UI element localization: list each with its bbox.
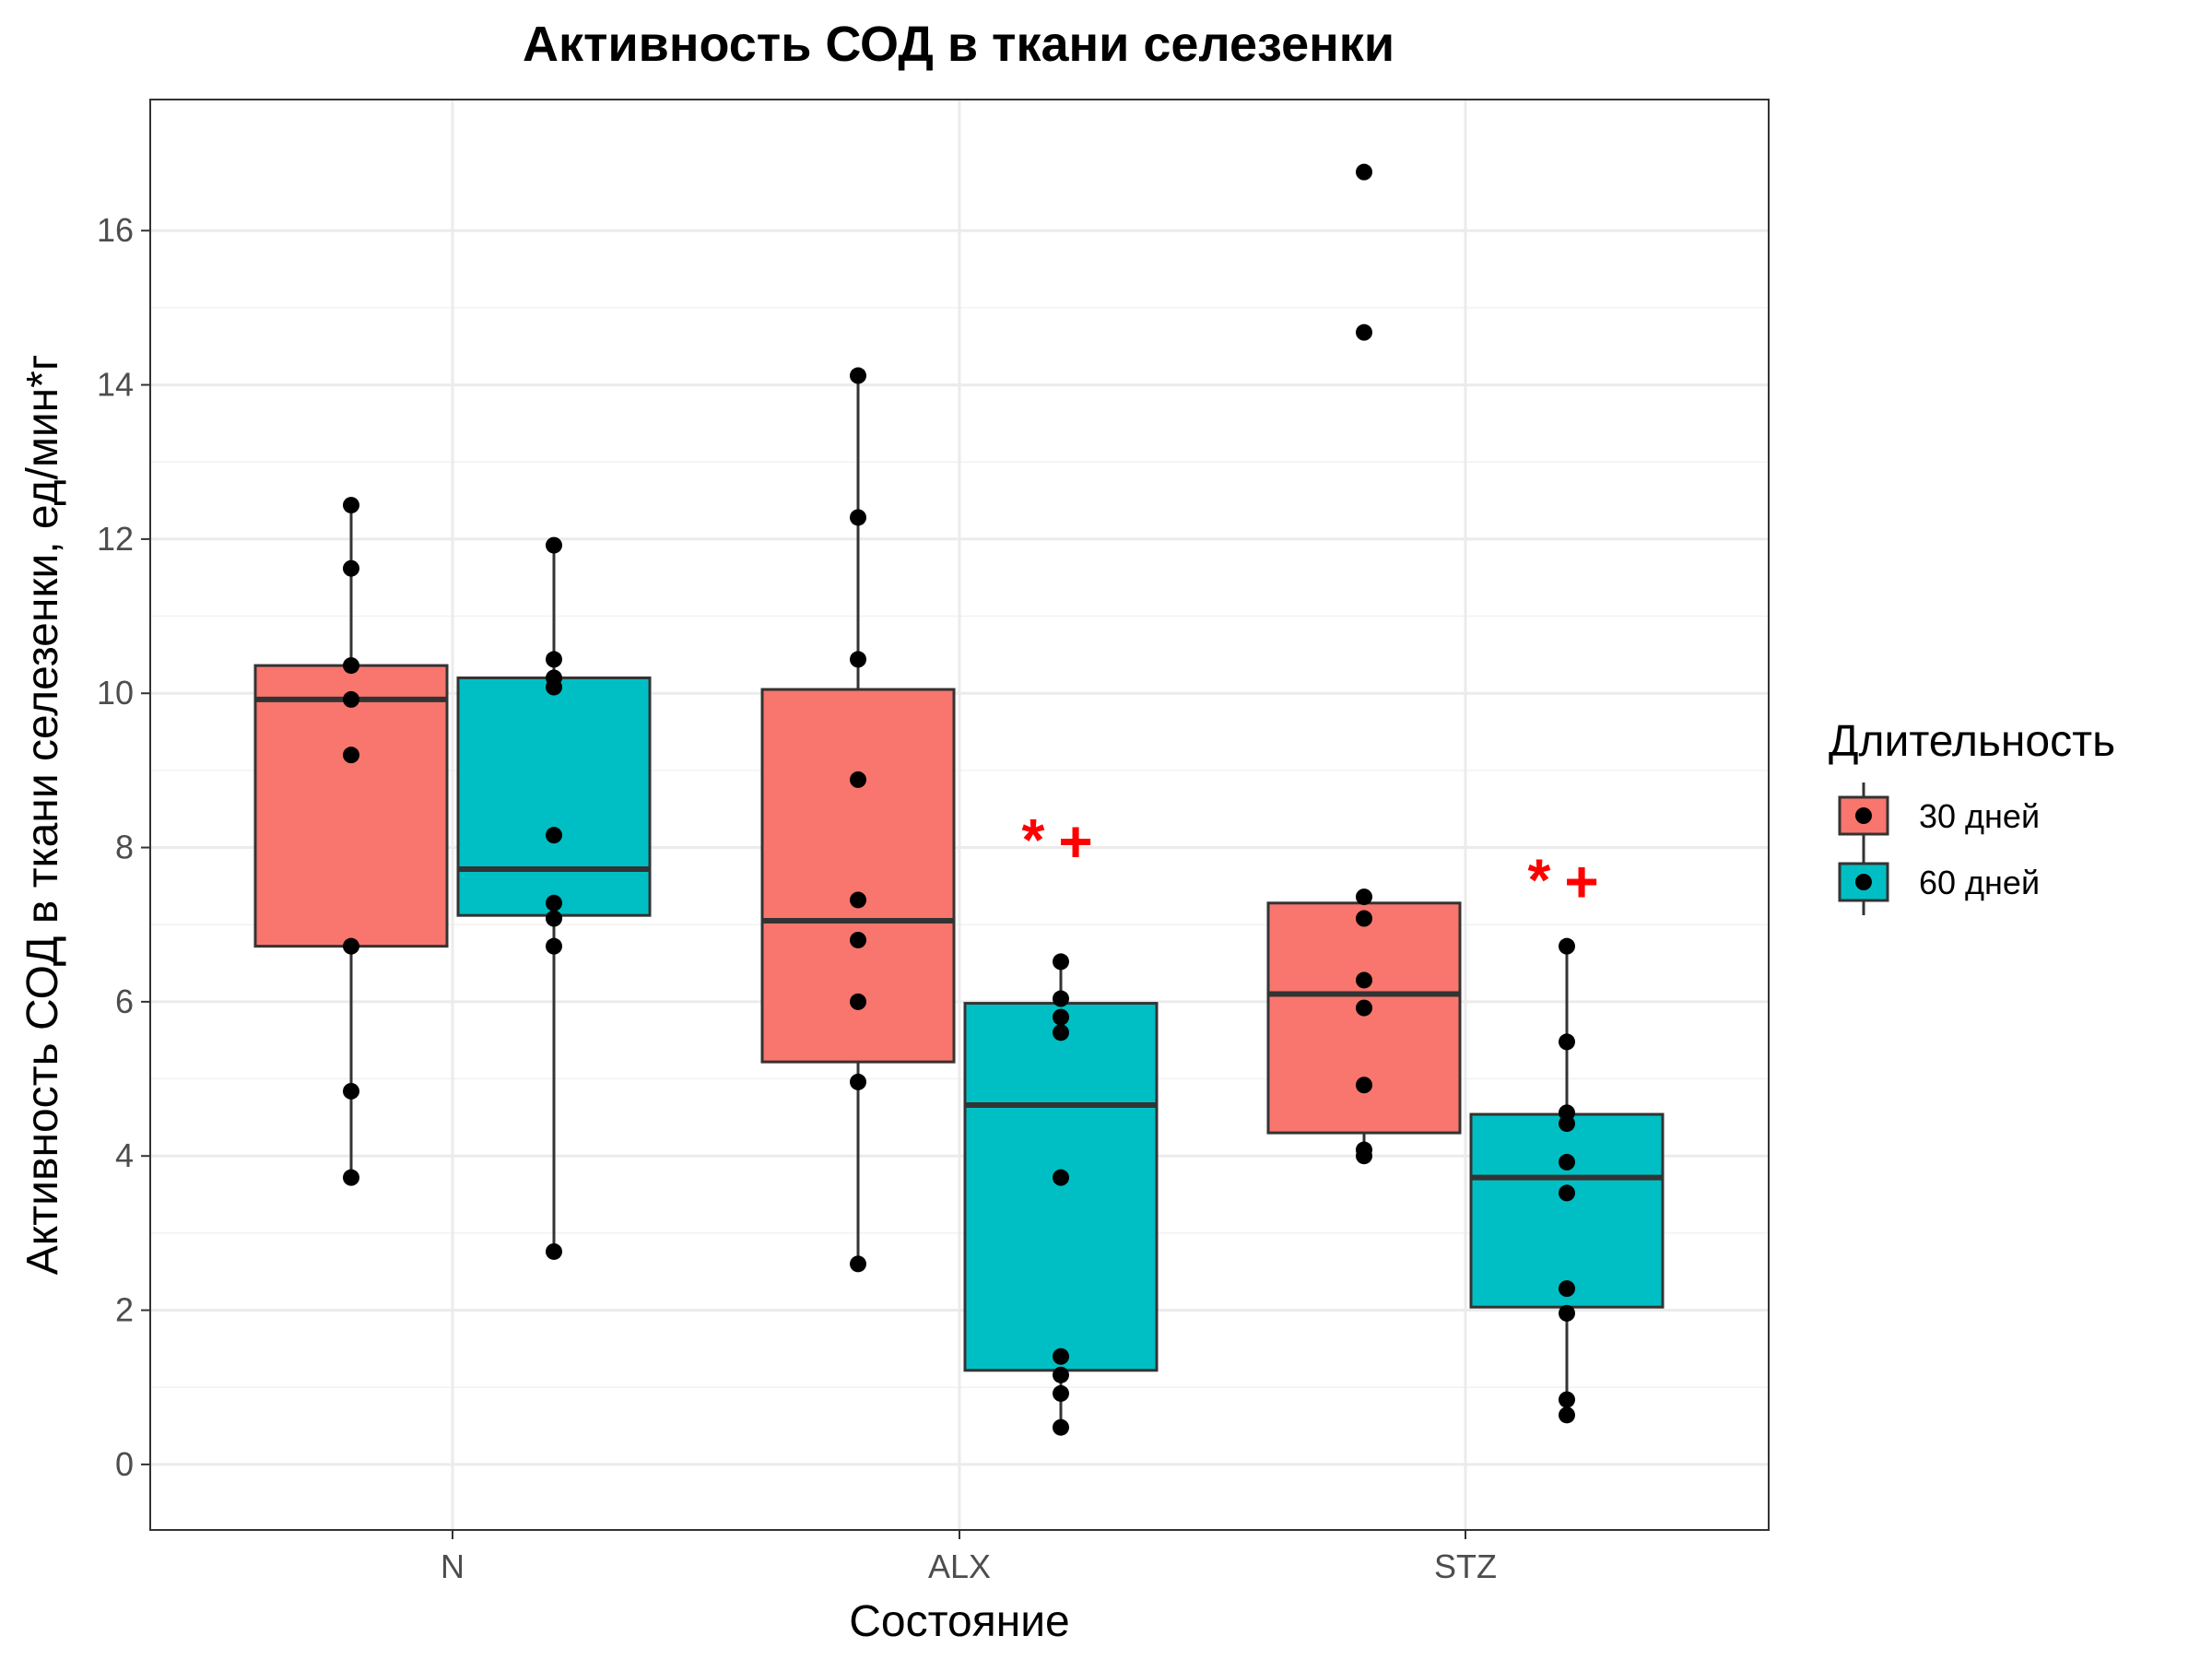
data-point <box>546 536 562 554</box>
data-point <box>1559 937 1575 955</box>
legend-item-30: 30 дней <box>1838 782 2040 849</box>
data-point <box>850 1073 866 1090</box>
data-point <box>1053 1169 1069 1186</box>
data-point <box>1356 910 1372 927</box>
data-point <box>546 651 562 668</box>
significance-plus: + <box>1564 848 1598 914</box>
data-point <box>1053 1008 1069 1026</box>
significance-annotations: * +* + <box>1022 806 1599 915</box>
y-tick-label: 4 <box>115 1136 134 1174</box>
box-ALX-30 <box>760 375 956 1265</box>
y-tick-label: 6 <box>115 982 134 1020</box>
data-point <box>850 891 866 909</box>
data-point <box>343 747 359 764</box>
box-N-60 <box>456 545 652 1252</box>
data-point <box>343 690 359 708</box>
data-point <box>546 937 562 955</box>
data-point <box>1356 1147 1372 1165</box>
box-iqr <box>456 676 652 917</box>
x-axis: N ALX STZ <box>441 1530 1497 1585</box>
significance-plus: + <box>1058 808 1092 875</box>
data-point <box>1356 999 1372 1017</box>
data-point <box>1559 1115 1575 1133</box>
data-point <box>1356 163 1372 181</box>
chart-title: Активность СОД в ткани селезенки <box>523 17 1394 72</box>
legend-items: 30 дней 60 дней <box>1838 782 2040 915</box>
data-point <box>1559 1391 1575 1408</box>
y-tick-label: 2 <box>115 1291 134 1329</box>
data-point <box>1053 1024 1069 1041</box>
y-tick-label: 0 <box>115 1445 134 1483</box>
data-point <box>1053 1347 1069 1365</box>
data-point <box>343 657 359 675</box>
y-tick-label: 10 <box>97 674 134 712</box>
y-tick-label: 14 <box>97 366 134 404</box>
data-point <box>850 771 866 788</box>
plot-area: * +* + <box>149 99 1770 1531</box>
box-series <box>253 375 1665 1428</box>
data-point <box>546 910 562 927</box>
data-point <box>850 1255 866 1273</box>
legend-label: 30 дней <box>1919 797 2040 835</box>
box-ALX-60 <box>963 961 1159 1428</box>
data-point <box>343 1082 359 1100</box>
box-iqr <box>760 688 956 1064</box>
data-point <box>343 1169 359 1186</box>
x-tick-label: STZ <box>1434 1547 1497 1585</box>
data-point <box>546 827 562 844</box>
data-point <box>546 894 562 912</box>
data-point <box>850 651 866 668</box>
data-point <box>1559 1033 1575 1051</box>
data-point <box>850 993 866 1010</box>
x-tick-label: N <box>441 1547 465 1585</box>
data-point <box>1053 953 1069 971</box>
x-tick-label: ALX <box>928 1547 991 1585</box>
data-points <box>343 163 1575 1436</box>
data-point <box>1559 1280 1575 1298</box>
data-point <box>850 931 866 948</box>
data-point <box>343 497 359 514</box>
data-point <box>1559 1406 1575 1424</box>
data-point <box>1559 1304 1575 1322</box>
data-point <box>1356 888 1372 906</box>
y-tick-label: 16 <box>97 211 134 249</box>
data-point <box>1053 1366 1069 1383</box>
data-point <box>1559 1184 1575 1202</box>
significance-star: * <box>1022 806 1045 873</box>
box-iqr <box>1469 1112 1665 1309</box>
data-point <box>1053 990 1069 1007</box>
legend-label: 60 дней <box>1919 864 2040 901</box>
data-point <box>343 937 359 955</box>
data-point <box>850 509 866 526</box>
data-point <box>546 678 562 696</box>
data-point <box>1053 1384 1069 1402</box>
data-point <box>1356 324 1372 341</box>
y-tick-label: 8 <box>115 829 134 866</box>
data-point <box>546 1242 562 1260</box>
box-STZ-60 <box>1469 946 1665 1416</box>
legend-key-box <box>1838 795 1889 836</box>
y-axis-title: Активность СОД в ткани селезенки, ед/мин… <box>18 355 67 1276</box>
data-point <box>1053 1418 1069 1436</box>
box-STZ-30 <box>1266 897 1462 1157</box>
significance-star: * <box>1528 846 1551 912</box>
box-iqr <box>963 1002 1159 1372</box>
legend-key-point <box>1855 807 1872 824</box>
legend: Длительность 30 дней 60 дней <box>1829 717 2115 915</box>
box-iqr <box>1266 901 1462 1135</box>
data-point <box>343 559 359 577</box>
data-point <box>850 367 866 384</box>
y-tick-label: 12 <box>97 520 134 558</box>
y-axis: 0 2 4 6 8 10 12 14 16 <box>97 211 150 1483</box>
legend-title: Длительность <box>1829 717 2115 766</box>
data-point <box>1356 1077 1372 1094</box>
x-axis-title: Состояние <box>849 1597 1070 1646</box>
data-point <box>1559 1153 1575 1171</box>
legend-item-60: 60 дней <box>1838 849 2040 915</box>
data-point <box>1356 971 1372 989</box>
legend-key-point <box>1855 874 1872 890</box>
